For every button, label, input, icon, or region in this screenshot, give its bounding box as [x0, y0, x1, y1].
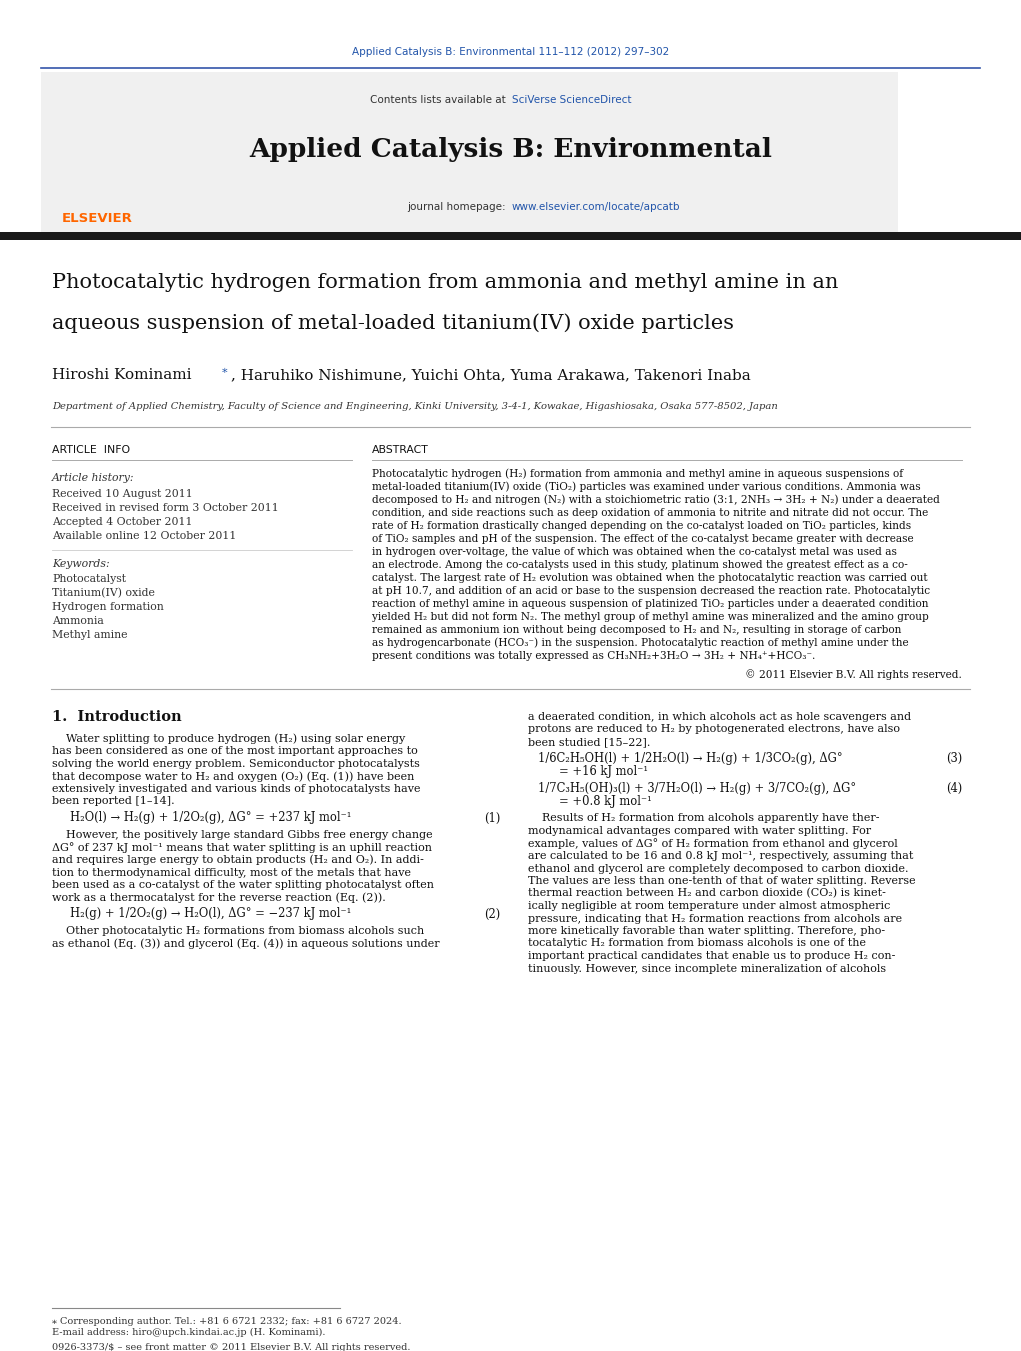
Text: catalyst. The largest rate of H₂ evolution was obtained when the photocatalytic : catalyst. The largest rate of H₂ evoluti…	[372, 573, 928, 584]
Text: remained as ammonium ion without being decomposed to H₂ and N₂, resulting in sto: remained as ammonium ion without being d…	[372, 626, 902, 635]
Text: Applied Catalysis B: Environmental 111–112 (2012) 297–302: Applied Catalysis B: Environmental 111–1…	[352, 47, 669, 57]
Text: Photocatalyst: Photocatalyst	[52, 574, 126, 584]
Text: Titanium(IV) oxide: Titanium(IV) oxide	[52, 588, 155, 598]
Text: ⁎: ⁎	[222, 365, 227, 376]
Text: decomposed to H₂ and nitrogen (N₂) with a stoichiometric ratio (3:1, 2NH₃ → 3H₂ : decomposed to H₂ and nitrogen (N₂) with …	[372, 494, 940, 505]
Text: an electrode. Among the co-catalysts used in this study, platinum showed the gre: an electrode. Among the co-catalysts use…	[372, 561, 908, 570]
Text: yielded H₂ but did not form N₂. The methyl group of methyl amine was mineralized: yielded H₂ but did not form N₂. The meth…	[372, 612, 929, 621]
Text: ⁎ Corresponding author. Tel.: +81 6 6721 2332; fax: +81 6 6727 2024.: ⁎ Corresponding author. Tel.: +81 6 6721…	[52, 1316, 401, 1325]
Text: reaction of methyl amine in aqueous suspension of platinized TiO₂ particles unde: reaction of methyl amine in aqueous susp…	[372, 598, 928, 609]
Text: tion to thermodynamical difficulty, most of the metals that have: tion to thermodynamical difficulty, most…	[52, 867, 411, 878]
Text: H₂O(l) → H₂(g) + 1/2O₂(g), ΔG° = +237 kJ mol⁻¹: H₂O(l) → H₂(g) + 1/2O₂(g), ΔG° = +237 kJ…	[70, 812, 352, 824]
Text: Applied Catalysis B: Environmental: Applied Catalysis B: Environmental	[249, 138, 772, 162]
Text: 1.  Introduction: 1. Introduction	[52, 711, 182, 724]
Text: ABSTRACT: ABSTRACT	[372, 444, 429, 455]
Text: ELSEVIER: ELSEVIER	[62, 212, 133, 224]
Text: = +16 kJ mol⁻¹: = +16 kJ mol⁻¹	[558, 765, 647, 778]
Text: metal-loaded titanium(IV) oxide (TiO₂) particles was examined under various cond: metal-loaded titanium(IV) oxide (TiO₂) p…	[372, 482, 921, 492]
Text: Methyl amine: Methyl amine	[52, 630, 128, 640]
Text: Photocatalytic hydrogen (H₂) formation from ammonia and methyl amine in aqueous : Photocatalytic hydrogen (H₂) formation f…	[372, 469, 904, 480]
Text: (1): (1)	[484, 812, 500, 824]
Text: modynamical advantages compared with water splitting. For: modynamical advantages compared with wat…	[528, 825, 871, 836]
Text: Ammonia: Ammonia	[52, 616, 104, 626]
Text: journal homepage:: journal homepage:	[407, 203, 509, 212]
Text: ically negligible at room temperature under almost atmospheric: ically negligible at room temperature un…	[528, 901, 890, 911]
Text: are calculated to be 16 and 0.8 kJ mol⁻¹, respectively, assuming that: are calculated to be 16 and 0.8 kJ mol⁻¹…	[528, 851, 914, 861]
Text: in hydrogen over-voltage, the value of which was obtained when the co-catalyst m: in hydrogen over-voltage, the value of w…	[372, 547, 896, 557]
Text: has been considered as one of the most important approaches to: has been considered as one of the most i…	[52, 747, 418, 757]
Text: present conditions was totally expressed as CH₃NH₂+3H₂O → 3H₂ + NH₄⁺+HCO₃⁻.: present conditions was totally expressed…	[372, 651, 816, 661]
Text: more kinetically favorable than water splitting. Therefore, pho-: more kinetically favorable than water sp…	[528, 925, 885, 936]
Text: been reported [1–14].: been reported [1–14].	[52, 797, 175, 807]
Text: extensively investigated and various kinds of photocatalysts have: extensively investigated and various kin…	[52, 784, 421, 794]
Text: ΔG° of 237 kJ mol⁻¹ means that water splitting is an uphill reaction: ΔG° of 237 kJ mol⁻¹ means that water spl…	[52, 842, 432, 852]
Text: Article history:: Article history:	[52, 473, 135, 484]
Text: Photocatalytic hydrogen formation from ammonia and methyl amine in an: Photocatalytic hydrogen formation from a…	[52, 273, 838, 292]
Text: Results of H₂ formation from alcohols apparently have ther-: Results of H₂ formation from alcohols ap…	[528, 813, 879, 824]
Text: 0926-3373/$ – see front matter © 2011 Elsevier B.V. All rights reserved.: 0926-3373/$ – see front matter © 2011 El…	[52, 1343, 410, 1351]
Text: Hydrogen formation: Hydrogen formation	[52, 603, 163, 612]
Text: at pH 10.7, and addition of an acid or base to the suspension decreased the reac: at pH 10.7, and addition of an acid or b…	[372, 586, 930, 596]
Text: The values are less than one-tenth of that of water splitting. Reverse: The values are less than one-tenth of th…	[528, 875, 916, 886]
Text: 1/6C₂H₅OH(l) + 1/2H₂O(l) → H₂(g) + 1/3CO₂(g), ΔG°: 1/6C₂H₅OH(l) + 1/2H₂O(l) → H₂(g) + 1/3CO…	[538, 753, 842, 765]
Text: ARTICLE  INFO: ARTICLE INFO	[52, 444, 130, 455]
Bar	[41, 72, 898, 232]
Text: as ethanol (Eq. (3)) and glycerol (Eq. (4)) in aqueous solutions under: as ethanol (Eq. (3)) and glycerol (Eq. (…	[52, 938, 440, 948]
Text: work as a thermocatalyst for the reverse reaction (Eq. (2)).: work as a thermocatalyst for the reverse…	[52, 892, 386, 902]
Text: protons are reduced to H₂ by photogenerated electrons, have also: protons are reduced to H₂ by photogenera…	[528, 724, 900, 735]
Text: However, the positively large standard Gibbs free energy change: However, the positively large standard G…	[52, 830, 433, 840]
Text: a deaerated condition, in which alcohols act as hole scavengers and: a deaerated condition, in which alcohols…	[528, 712, 911, 721]
Text: solving the world energy problem. Semiconductor photocatalysts: solving the world energy problem. Semico…	[52, 759, 420, 769]
Text: Department of Applied Chemistry, Faculty of Science and Engineering, Kinki Unive: Department of Applied Chemistry, Faculty…	[52, 403, 778, 412]
Text: that decompose water to H₂ and oxygen (O₂) (Eq. (1)) have been: that decompose water to H₂ and oxygen (O…	[52, 771, 415, 782]
Text: 1/7C₃H₅(OH)₃(l) + 3/7H₂O(l) → H₂(g) + 3/7CO₂(g), ΔG°: 1/7C₃H₅(OH)₃(l) + 3/7H₂O(l) → H₂(g) + 3/…	[538, 782, 857, 794]
Text: H₂(g) + 1/2O₂(g) → H₂O(l), ΔG° = −237 kJ mol⁻¹: H₂(g) + 1/2O₂(g) → H₂O(l), ΔG° = −237 kJ…	[70, 908, 351, 920]
Text: pressure, indicating that H₂ formation reactions from alcohols are: pressure, indicating that H₂ formation r…	[528, 913, 903, 924]
Text: been used as a co-catalyst of the water splitting photocatalyst often: been used as a co-catalyst of the water …	[52, 880, 434, 890]
Bar	[0, 232, 1021, 240]
Text: (4): (4)	[945, 782, 962, 794]
Text: tocatalytic H₂ formation from biomass alcohols is one of the: tocatalytic H₂ formation from biomass al…	[528, 939, 866, 948]
Text: E-mail address: hiro@upch.kindai.ac.jp (H. Kominami).: E-mail address: hiro@upch.kindai.ac.jp (…	[52, 1328, 326, 1336]
Text: , Haruhiko Nishimune, Yuichi Ohta, Yuma Arakawa, Takenori Inaba: , Haruhiko Nishimune, Yuichi Ohta, Yuma …	[231, 367, 750, 382]
Text: aqueous suspension of metal-loaded titanium(IV) oxide particles: aqueous suspension of metal-loaded titan…	[52, 313, 734, 332]
Text: SciVerse ScienceDirect: SciVerse ScienceDirect	[512, 95, 631, 105]
Text: example, values of ΔG° of H₂ formation from ethanol and glycerol: example, values of ΔG° of H₂ formation f…	[528, 838, 897, 848]
Text: tinuously. However, since incomplete mineralization of alcohols: tinuously. However, since incomplete min…	[528, 963, 886, 974]
Text: Available online 12 October 2011: Available online 12 October 2011	[52, 531, 237, 540]
Text: important practical candidates that enable us to produce H₂ con-: important practical candidates that enab…	[528, 951, 895, 961]
Text: Contents lists available at: Contents lists available at	[371, 95, 509, 105]
Text: © 2011 Elsevier B.V. All rights reserved.: © 2011 Elsevier B.V. All rights reserved…	[745, 670, 962, 681]
Text: condition, and side reactions such as deep oxidation of ammonia to nitrite and n: condition, and side reactions such as de…	[372, 508, 928, 517]
Text: Keywords:: Keywords:	[52, 559, 109, 569]
Text: Accepted 4 October 2011: Accepted 4 October 2011	[52, 517, 193, 527]
Text: ethanol and glycerol are completely decomposed to carbon dioxide.: ethanol and glycerol are completely deco…	[528, 863, 909, 874]
Text: (2): (2)	[484, 908, 500, 920]
Text: = +0.8 kJ mol⁻¹: = +0.8 kJ mol⁻¹	[558, 794, 651, 808]
Text: and requires large energy to obtain products (H₂ and O₂). In addi-: and requires large energy to obtain prod…	[52, 855, 424, 865]
Text: as hydrogencarbonate (HCO₃⁻) in the suspension. Photocatalytic reaction of methy: as hydrogencarbonate (HCO₃⁻) in the susp…	[372, 638, 909, 648]
Text: www.elsevier.com/locate/apcatb: www.elsevier.com/locate/apcatb	[512, 203, 680, 212]
Text: (3): (3)	[945, 753, 962, 765]
Text: Other photocatalytic H₂ formations from biomass alcohols such: Other photocatalytic H₂ formations from …	[52, 925, 425, 936]
Text: Received 10 August 2011: Received 10 August 2011	[52, 489, 193, 499]
Text: Water splitting to produce hydrogen (H₂) using solar energy: Water splitting to produce hydrogen (H₂)…	[52, 734, 405, 744]
Text: Received in revised form 3 October 2011: Received in revised form 3 October 2011	[52, 503, 279, 513]
Text: of TiO₂ samples and pH of the suspension. The effect of the co-catalyst became g: of TiO₂ samples and pH of the suspension…	[372, 534, 914, 544]
Text: thermal reaction between H₂ and carbon dioxide (CO₂) is kinet-: thermal reaction between H₂ and carbon d…	[528, 889, 886, 898]
Text: been studied [15–22].: been studied [15–22].	[528, 738, 650, 747]
Text: Hiroshi Kominami: Hiroshi Kominami	[52, 367, 192, 382]
Text: rate of H₂ formation drastically changed depending on the co-catalyst loaded on : rate of H₂ formation drastically changed…	[372, 521, 911, 531]
